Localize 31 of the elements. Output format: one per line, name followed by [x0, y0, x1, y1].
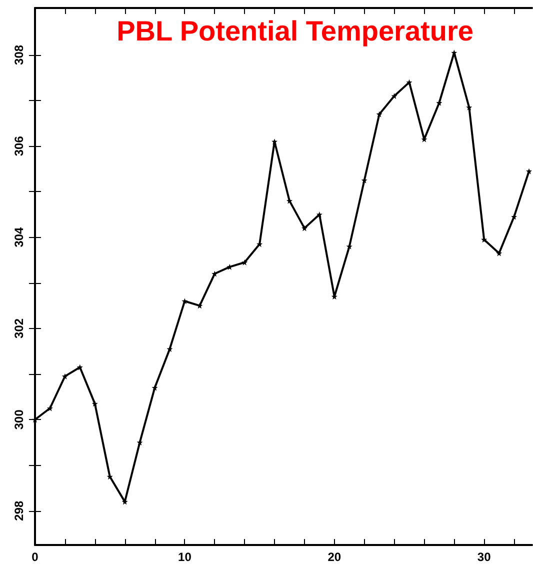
- x-tick-label: 30: [477, 550, 492, 564]
- y-tick-label: 298: [12, 500, 26, 521]
- point: [242, 259, 248, 266]
- y-tick-label: 302: [12, 318, 26, 338]
- point: [406, 79, 412, 86]
- y-tick-label: 304: [12, 226, 26, 248]
- point: [301, 225, 308, 232]
- point: [451, 50, 458, 56]
- y-tick-label: 308: [12, 44, 26, 65]
- point: [106, 474, 113, 480]
- point: [316, 212, 322, 218]
- point: [466, 104, 472, 110]
- x-tick-label: 0: [32, 550, 39, 564]
- point: [511, 214, 518, 220]
- y-tick-label: 306: [12, 136, 26, 156]
- point: [46, 405, 53, 412]
- point: [62, 373, 68, 380]
- point: [76, 364, 83, 370]
- point: [376, 111, 382, 118]
- point: [391, 92, 398, 99]
- point: [526, 168, 532, 174]
- point: [286, 198, 292, 204]
- x-tick-label: 10: [178, 550, 192, 564]
- point: [272, 138, 278, 145]
- point: [496, 250, 502, 256]
- point: [92, 400, 98, 407]
- chart-title: PBL Potential Temperature: [116, 16, 474, 46]
- point: [152, 384, 158, 391]
- point: [182, 298, 188, 304]
- x-tick-label: 20: [328, 550, 342, 564]
- y-tick-label: 300: [12, 409, 26, 430]
